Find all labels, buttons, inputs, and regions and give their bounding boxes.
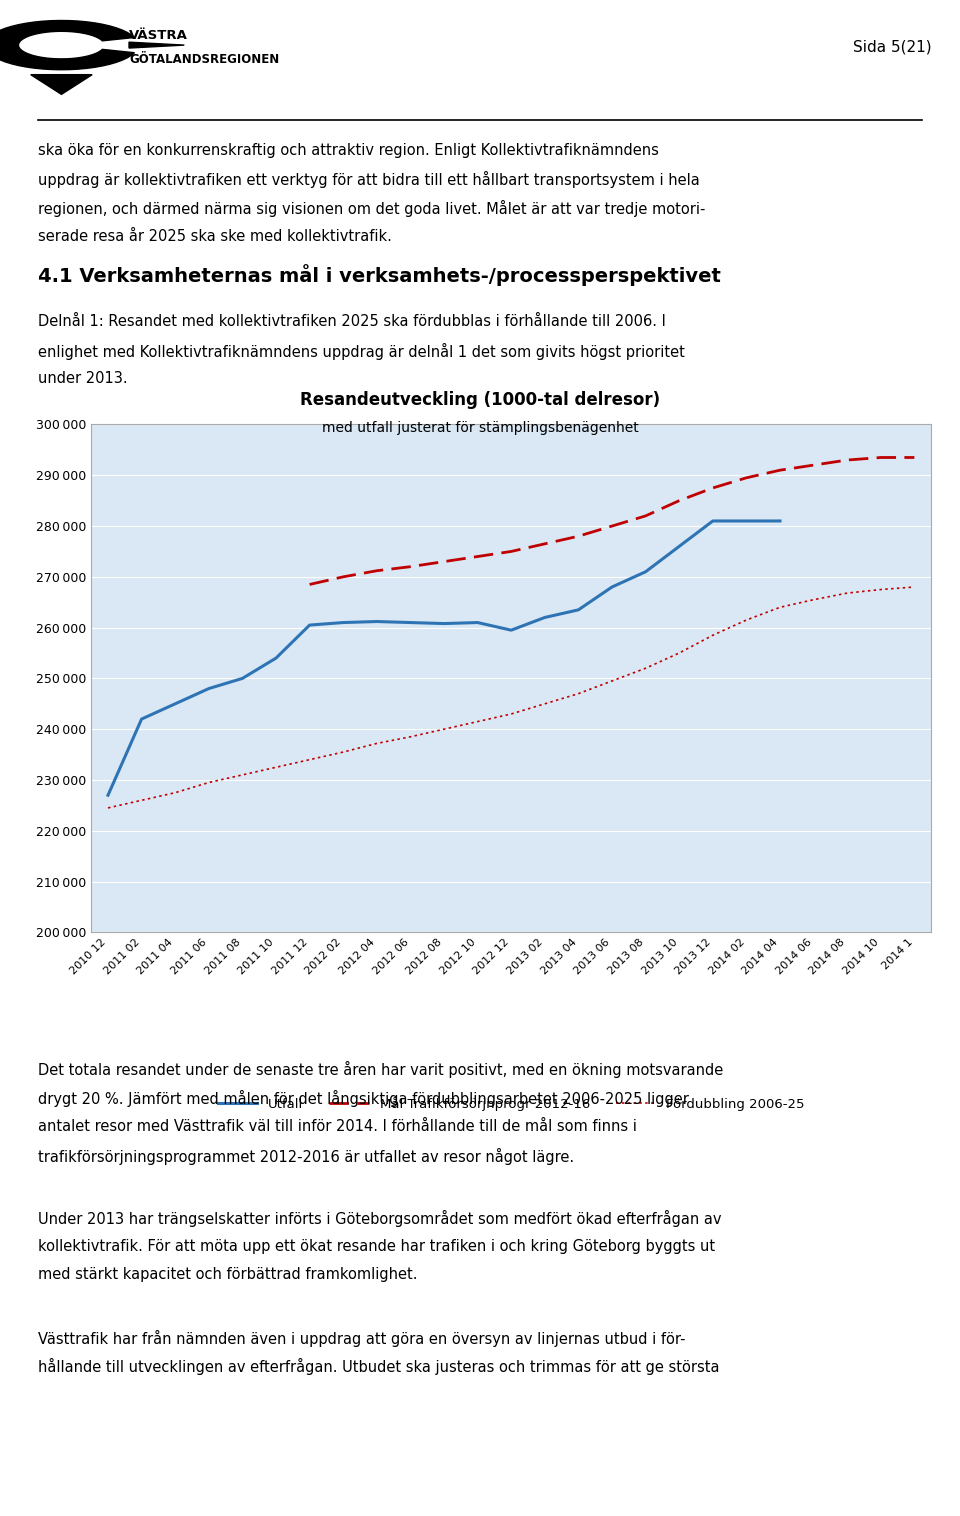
Fördubbling 2006-25	[102, 799, 114, 817]
Mål Trafikförsörjnprogr 2012-16	[807, 456, 819, 475]
Utfall	[203, 679, 214, 697]
Text: ska öka för en konkurrenskraftig och attraktiv region. Enligt Kollektivtrafiknäm: ska öka för en konkurrenskraftig och att…	[38, 143, 660, 158]
Utfall	[740, 512, 752, 531]
Mål Trafikförsörjnprogr 2012-16	[405, 558, 417, 576]
Fördubbling 2006-25	[337, 743, 348, 761]
Utfall	[572, 600, 584, 619]
Utfall	[639, 562, 651, 581]
Fördubbling 2006-25	[471, 713, 483, 731]
Utfall	[405, 614, 417, 632]
Utfall	[438, 614, 449, 632]
Utfall	[136, 709, 148, 728]
Utfall	[102, 787, 114, 805]
Utfall	[169, 694, 180, 713]
Text: Under 2013 har trängselskatter införts i Göteborgsområdet som medfört ökad efter: Under 2013 har trängselskatter införts i…	[38, 1210, 722, 1226]
Mål Trafikförsörjnprogr 2012-16	[707, 479, 718, 497]
Text: GÖTALANDSREGIONEN: GÖTALANDSREGIONEN	[129, 53, 279, 67]
Utfall	[606, 578, 617, 596]
Mål Trafikförsörjnprogr 2012-16	[841, 450, 852, 468]
Mål Trafikförsörjnprogr 2012-16	[303, 576, 315, 594]
Mål Trafikförsörjnprogr 2012-16	[505, 543, 516, 561]
Text: Sida 5(21): Sida 5(21)	[852, 39, 931, 55]
Line: Fördubbling 2006-25: Fördubbling 2006-25	[108, 587, 914, 808]
Mål Trafikförsörjnprogr 2012-16	[606, 517, 617, 535]
Fördubbling 2006-25	[203, 773, 214, 791]
Mål Trafikförsörjnprogr 2012-16	[371, 561, 382, 579]
Mål Trafikförsörjnprogr 2012-16	[908, 449, 920, 467]
Line: Mål Trafikförsörjnprogr 2012-16: Mål Trafikförsörjnprogr 2012-16	[309, 458, 914, 585]
Text: 4.1 Verksamheternas mål i verksamhets-/processperspektivet: 4.1 Verksamheternas mål i verksamhets-/p…	[38, 264, 721, 287]
Text: med utfall justerat för stämplingsbenägenhet: med utfall justerat för stämplingsbenäge…	[322, 421, 638, 435]
Fördubbling 2006-25	[707, 626, 718, 644]
Fördubbling 2006-25	[539, 694, 550, 713]
Text: VÄSTRA: VÄSTRA	[129, 29, 188, 42]
Fördubbling 2006-25	[774, 599, 785, 617]
Text: med stärkt kapacitet och förbättrad framkomlighet.: med stärkt kapacitet och förbättrad fram…	[38, 1267, 418, 1283]
Fördubbling 2006-25	[236, 766, 248, 784]
Polygon shape	[0, 21, 134, 70]
Fördubbling 2006-25	[841, 584, 852, 602]
Utfall	[371, 612, 382, 631]
Fördubbling 2006-25	[271, 758, 282, 776]
Mål Trafikförsörjnprogr 2012-16	[471, 547, 483, 565]
Fördubbling 2006-25	[606, 672, 617, 690]
Text: kollektivtrafik. För att möta upp ett ökat resande har trafiken i och kring Göte: kollektivtrafik. För att möta upp ett ök…	[38, 1239, 715, 1254]
Utfall	[303, 615, 315, 634]
Fördubbling 2006-25	[740, 611, 752, 629]
Utfall	[505, 622, 516, 640]
Text: Resandeutveckling (1000-tal delresor): Resandeutveckling (1000-tal delresor)	[300, 391, 660, 409]
Polygon shape	[31, 74, 92, 94]
Text: enlighet med Kollektivtrafiknämndens uppdrag är delnål 1 det som givits högst pr: enlighet med Kollektivtrafiknämndens upp…	[38, 343, 685, 359]
Fördubbling 2006-25	[405, 728, 417, 746]
Text: trafikförsörjningsprogrammet 2012-2016 är utfallet av resor något lägre.: trafikförsörjningsprogrammet 2012-2016 ä…	[38, 1148, 574, 1164]
Text: regionen, och därmed närma sig visionen om det goda livet. Målet är att var tred: regionen, och därmed närma sig visionen …	[38, 200, 706, 217]
Fördubbling 2006-25	[438, 720, 449, 738]
Text: drygt 20 %. Jämfört med målen för det långsiktiga fördubblingsarbetet 2006-2025 : drygt 20 %. Jämfört med målen för det lå…	[38, 1090, 689, 1107]
Text: hållande till utvecklingen av efterfrågan. Utbudet ska justeras och trimmas för : hållande till utvecklingen av efterfråga…	[38, 1358, 720, 1375]
Line: Utfall: Utfall	[108, 522, 780, 796]
Mål Trafikförsörjnprogr 2012-16	[438, 552, 449, 570]
Mål Trafikförsörjnprogr 2012-16	[337, 567, 348, 585]
Mål Trafikförsörjnprogr 2012-16	[740, 468, 752, 487]
Utfall	[271, 649, 282, 667]
Text: uppdrag är kollektivtrafiken ett verktyg för att bidra till ett hållbart transpo: uppdrag är kollektivtrafiken ett verktyg…	[38, 171, 700, 188]
Utfall	[774, 512, 785, 531]
Mål Trafikförsörjnprogr 2012-16	[774, 461, 785, 479]
Text: serade resa år 2025 ska ske med kollektivtrafik.: serade resa år 2025 ska ske med kollekti…	[38, 229, 393, 244]
Fördubbling 2006-25	[136, 791, 148, 810]
Utfall	[673, 537, 684, 555]
Utfall	[337, 614, 348, 632]
Text: antalet resor med Västtrafik väl till inför 2014. I förhållande till de mål som : antalet resor med Västtrafik väl till in…	[38, 1119, 637, 1134]
Mål Trafikförsörjnprogr 2012-16	[639, 506, 651, 525]
Fördubbling 2006-25	[303, 750, 315, 769]
Fördubbling 2006-25	[807, 591, 819, 609]
Mål Trafikförsörjnprogr 2012-16	[539, 535, 550, 553]
Fördubbling 2006-25	[673, 644, 684, 662]
Utfall	[707, 512, 718, 531]
Text: under 2013.: under 2013.	[38, 371, 128, 387]
Fördubbling 2006-25	[371, 734, 382, 752]
Text: Västtrafik har från nämnden även i uppdrag att göra en översyn av linjernas utbu: Västtrafik har från nämnden även i uppdr…	[38, 1330, 685, 1346]
Mål Trafikförsörjnprogr 2012-16	[572, 528, 584, 546]
Mål Trafikförsörjnprogr 2012-16	[875, 449, 886, 467]
Mål Trafikförsörjnprogr 2012-16	[673, 491, 684, 509]
Utfall	[471, 614, 483, 632]
Fördubbling 2006-25	[169, 784, 180, 802]
Fördubbling 2006-25	[875, 581, 886, 599]
Text: Delnål 1: Resandet med kollektivtrafiken 2025 ska fördubblas i förhållande till : Delnål 1: Resandet med kollektivtrafiken…	[38, 314, 666, 329]
Polygon shape	[129, 42, 184, 49]
Fördubbling 2006-25	[639, 659, 651, 678]
Text: Det totala resandet under de senaste tre åren har varit positivt, med en ökning : Det totala resandet under de senaste tre…	[38, 1061, 724, 1078]
Utfall	[236, 669, 248, 687]
Fördubbling 2006-25	[908, 578, 920, 596]
Fördubbling 2006-25	[505, 705, 516, 723]
Utfall	[539, 608, 550, 626]
Legend: Utfall, Mål Trafikförsörjnprogr 2012-16, Fördubbling 2006-25: Utfall, Mål Trafikförsörjnprogr 2012-16,…	[212, 1092, 810, 1116]
Fördubbling 2006-25	[572, 685, 584, 703]
